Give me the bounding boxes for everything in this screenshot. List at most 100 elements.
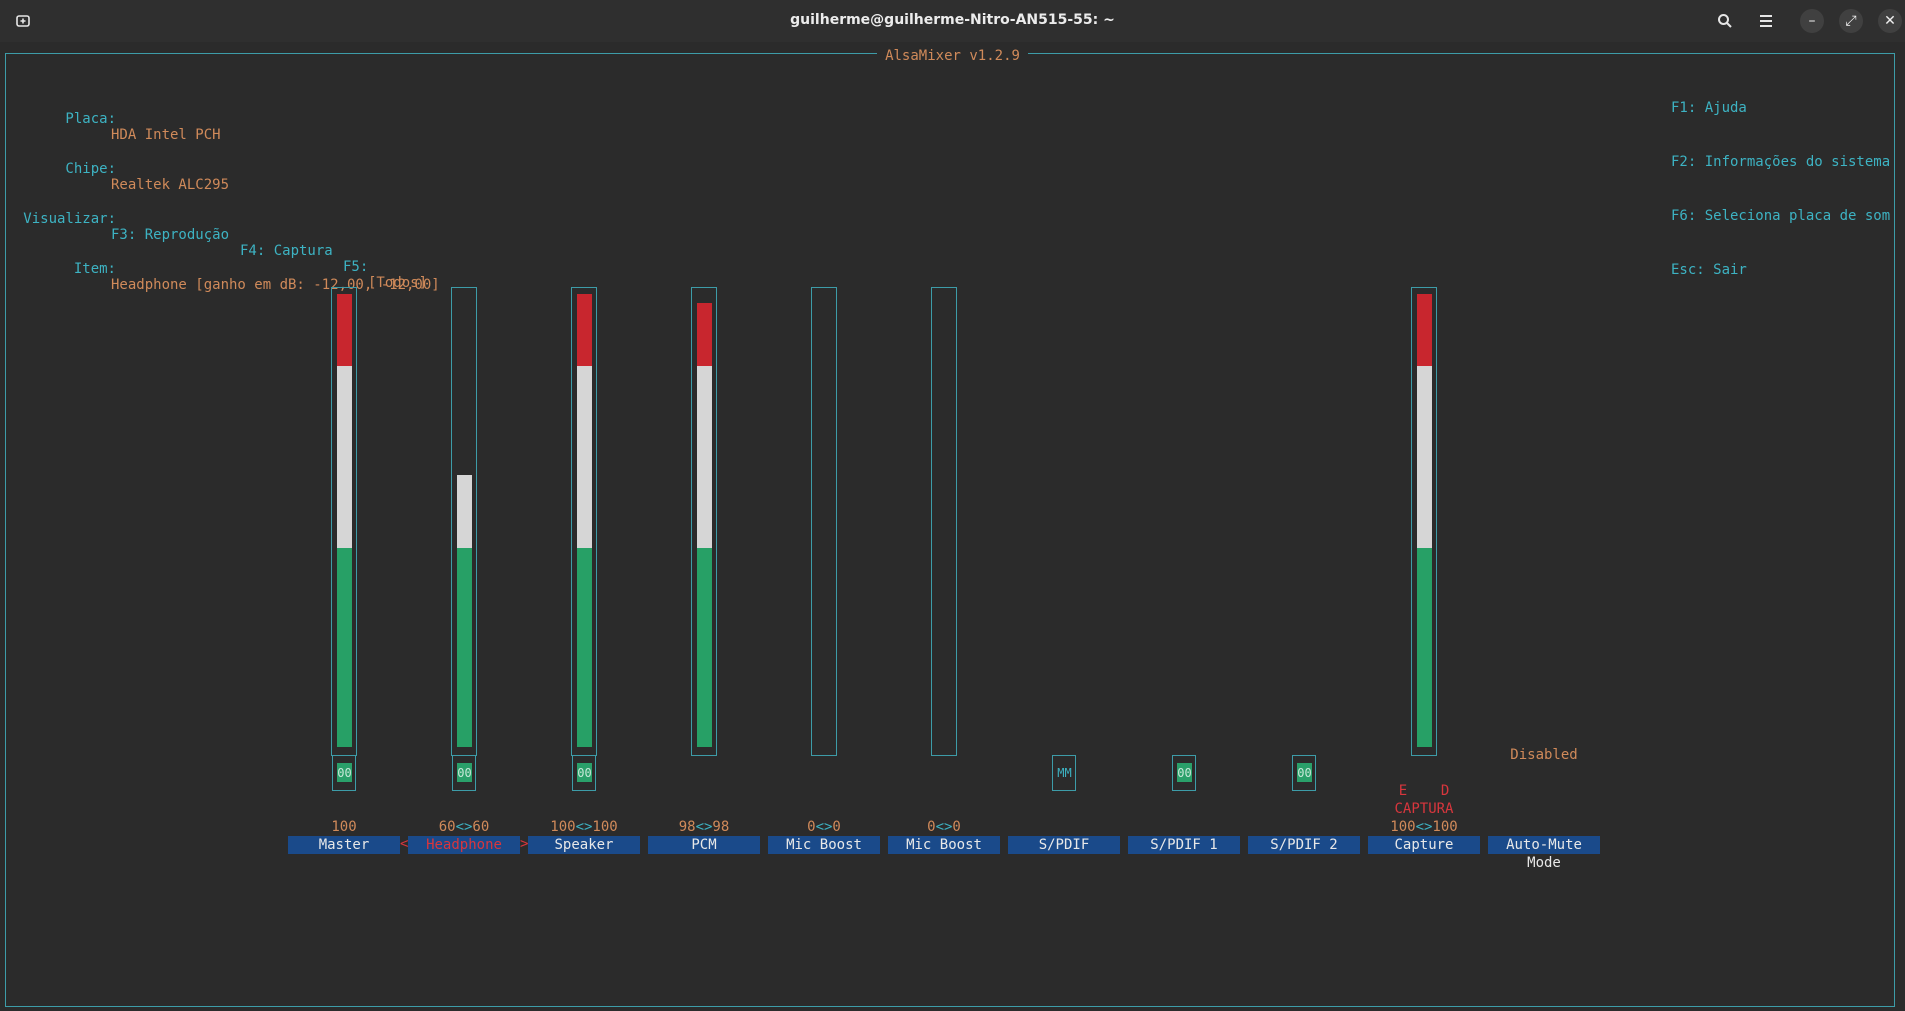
slider-fill-mid: [1417, 366, 1432, 548]
slider-fill-high: [697, 303, 712, 367]
help-f1[interactable]: F1: Ajuda: [1671, 100, 1747, 116]
item-label: Item:: [73, 261, 116, 277]
slider-fill-low: [1417, 547, 1432, 747]
mute-toggle[interactable]: 00: [452, 755, 476, 791]
volume-slider[interactable]: [1411, 287, 1437, 756]
app-title: AlsaMixer v1.2.9: [877, 48, 1028, 64]
value-right: 0: [952, 819, 961, 835]
mute-toggle[interactable]: 00: [1172, 755, 1196, 791]
help-f6[interactable]: F6: Seleciona placa de som: [1671, 208, 1891, 224]
close-button[interactable]: ✕: [1878, 9, 1902, 33]
value-left: 0: [927, 819, 936, 835]
value-left: 100: [550, 819, 576, 835]
mute-state: 00: [577, 763, 592, 782]
volume-slider[interactable]: [691, 287, 717, 756]
value-right: 100: [1432, 819, 1458, 835]
window-titlebar: guilherme@guilherme-Nitro-AN515-55: ~ – …: [0, 0, 1905, 42]
chip-label: Chipe:: [65, 161, 116, 177]
card-label: Placa:: [65, 111, 116, 127]
item-value: Headphone [ganho em dB: -12,00, -12,00]: [111, 277, 440, 293]
volume-slider[interactable]: [331, 287, 357, 756]
view-f4[interactable]: F4: Captura: [240, 243, 333, 259]
mute-toggle[interactable]: MM: [1052, 755, 1076, 791]
mute-state: 00: [337, 763, 352, 782]
channel-label[interactable]: Mic Boost: [888, 836, 1000, 854]
mute-state: 00: [1297, 763, 1312, 782]
minimize-button[interactable]: –: [1800, 9, 1824, 33]
mute-state: 00: [1177, 763, 1192, 782]
slider-fill-mid: [337, 366, 352, 548]
help-esc[interactable]: Esc: Sair: [1671, 262, 1747, 278]
view-f3[interactable]: F3: Reprodução: [111, 227, 230, 243]
slider-fill-low: [577, 547, 592, 747]
mute-toggle[interactable]: 00: [1292, 755, 1316, 791]
channel-value: 60<>60: [409, 819, 519, 835]
value-left: 100: [331, 819, 357, 835]
channel-value: 100<>100: [529, 819, 639, 835]
help-block: F1: Ajuda F2: Informações do sistema F6:…: [1671, 63, 1890, 297]
channel-value: 0<>0: [769, 819, 879, 835]
channel-value: 100<>100: [1369, 819, 1479, 835]
channel-label[interactable]: Auto-Mute Mode: [1488, 836, 1600, 871]
hamburger-menu-icon[interactable]: [1755, 10, 1777, 32]
card-value: HDA Intel PCH: [111, 127, 221, 143]
mute-state: MM: [1057, 765, 1072, 780]
mute-toggle[interactable]: 00: [332, 755, 356, 791]
channel-label[interactable]: S/PDIF 1: [1128, 836, 1240, 854]
slider-fill-mid: [577, 366, 592, 548]
channel-label[interactable]: S/PDIF 2: [1248, 836, 1360, 854]
volume-slider[interactable]: [571, 287, 597, 756]
value-left: 98: [678, 819, 696, 835]
help-f2[interactable]: F2: Informações do sistema: [1671, 154, 1891, 170]
chip-value: Realtek ALC295: [111, 177, 230, 193]
info-block: Placa: HDA Intel PCH Chipe: Realtek ALC2…: [16, 63, 439, 293]
channel-label[interactable]: S/PDIF: [1008, 836, 1120, 854]
maximize-button[interactable]: ⤢: [1839, 9, 1863, 33]
value-separator: <>: [695, 819, 713, 835]
value-separator: <>: [575, 819, 593, 835]
value-separator: <>: [815, 819, 833, 835]
capture-label: CAPTURA: [1394, 801, 1454, 817]
value-left: 100: [1390, 819, 1416, 835]
slider-fill-low: [697, 547, 712, 747]
channel-label[interactable]: Mic Boost: [768, 836, 880, 854]
slider-fill-high: [1417, 294, 1432, 367]
channel-value: 100: [289, 819, 399, 835]
value-right: 0: [832, 819, 841, 835]
view-f5-value[interactable]: [Todos]: [368, 275, 428, 291]
value-right: 98: [712, 819, 730, 835]
window-title: guilherme@guilherme-Nitro-AN515-55: ~: [790, 12, 1115, 28]
slider-fill-low: [457, 547, 472, 747]
selection-arrow-right: >: [520, 836, 529, 852]
value-right: 100: [592, 819, 618, 835]
volume-slider[interactable]: [931, 287, 957, 756]
channel-value: 98<>98: [649, 819, 759, 835]
volume-slider[interactable]: [811, 287, 837, 756]
value-separator: <>: [935, 819, 953, 835]
slider-fill-high: [337, 294, 352, 367]
slider-fill-mid: [697, 366, 712, 548]
slider-fill-high: [577, 294, 592, 367]
slider-fill-low: [337, 547, 352, 747]
value-separator: <>: [455, 819, 473, 835]
value-left: 0: [807, 819, 816, 835]
selection-arrow-left: <: [400, 836, 409, 852]
mute-state: 00: [457, 763, 472, 782]
new-tab-icon[interactable]: [12, 10, 34, 32]
enum-value: Disabled: [1510, 747, 1578, 763]
channel-label[interactable]: Capture: [1368, 836, 1480, 854]
view-f5-key[interactable]: F5:: [343, 259, 369, 275]
search-icon[interactable]: [1714, 10, 1736, 32]
channel-label[interactable]: Speaker: [528, 836, 640, 854]
channel-value: 0<>0: [889, 819, 999, 835]
channel-label[interactable]: Master: [288, 836, 400, 854]
volume-slider[interactable]: [451, 287, 477, 756]
mute-toggle[interactable]: 00: [572, 755, 596, 791]
value-separator: <>: [1415, 819, 1433, 835]
channel-label[interactable]: PCM: [648, 836, 760, 854]
view-label: Visualizar:: [23, 211, 116, 227]
value-left: 60: [438, 819, 456, 835]
channel-label[interactable]: Headphone: [408, 836, 520, 854]
app-title-row: AlsaMixer v1.2.9: [0, 45, 1905, 64]
value-right: 60: [472, 819, 490, 835]
